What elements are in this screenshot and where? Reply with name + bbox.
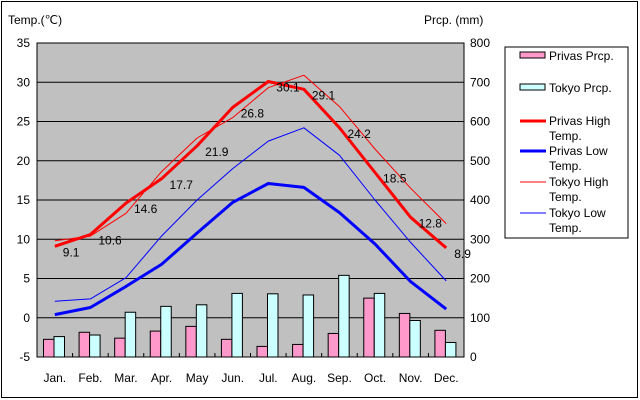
bar-tokyo-prcp [409,319,421,358]
legend-label: Privas High [549,114,610,128]
legend: Privas Prcp.Tokyo Prcp.Privas HighTemp.P… [504,46,629,239]
data-label: 26.8 [241,106,265,120]
bar-privas-prcp [114,337,126,358]
bar-tokyo-prcp [89,334,101,358]
bar-privas-prcp [43,338,55,358]
legend-label: Temp. [549,159,582,173]
legend-swatch [519,51,546,59]
right-tick-label: 0 [470,350,477,364]
data-label: 18.5 [383,172,407,186]
bar-tokyo-prcp [160,305,172,358]
left-axis-title: Temp.(℃) [8,13,62,27]
right-tick-label: 500 [470,154,490,168]
right-tick-label: 700 [470,75,490,89]
month-label: Aug. [292,371,317,385]
line-privas-low-temp [54,182,448,317]
bar-privas-prcp [434,329,446,358]
left-tick-label: 10 [17,232,31,246]
line-privas-high-temp [54,80,448,250]
bar-tokyo-prcp [444,341,457,358]
month-label: Jan. [43,371,66,385]
data-labels: 9.1 10.6 14.6 17.7 21.9 26.8 30.1 29.1 24.2 18.5 1… [63,80,471,260]
legend-box [504,46,629,239]
line-tokyo-high-temp [54,74,447,242]
bar-privas-prcp [185,325,197,358]
legend-label: Temp. [549,221,582,235]
right-tick-label: 300 [470,232,490,246]
line-tokyo-low-temp [54,127,447,302]
bar-privas-prcp [256,345,268,358]
left-tick-label: 5 [23,272,30,286]
left-tick-label: 0 [23,311,30,325]
bar-privas-prcp [78,331,91,358]
data-label: 12.8 [419,216,443,230]
bar-privas-prcp [363,297,375,358]
data-label: 9.1 [63,245,80,259]
right-tick-label: 600 [470,115,490,129]
month-label: Apr. [151,371,172,385]
legend-label: Privas Prcp. [549,49,614,63]
month-label: Oct. [364,371,386,385]
month-label: Mar. [114,371,137,385]
data-label: 10.6 [98,234,122,248]
axes: 35 30 25 20 15 10 5 0 -5 800 700 600 500 400 300 200 100… [17,36,491,385]
data-label: 14.6 [134,202,158,216]
bar-privas-prcp [149,330,162,358]
month-label: Jul. [259,371,278,385]
data-label: 24.2 [347,127,371,141]
bar-privas-prcp [398,312,411,358]
month-label: Sep. [327,371,352,385]
bar-tokyo-prcp [195,304,208,358]
month-label: Dec. [434,371,459,385]
legend-label: Temp. [549,129,582,143]
left-tick-label: 25 [17,115,31,129]
bar-privas-prcp [220,338,233,358]
left-tick-label: 20 [17,154,31,168]
right-axis-title: Prcp. (mm) [424,13,483,27]
legend-label: Tokyo Prcp. [549,81,612,95]
bar-tokyo-prcp [373,292,386,358]
data-label: 8.9 [454,247,471,261]
lines [54,74,448,317]
month-label: Feb. [78,371,102,385]
legend-swatch [519,83,546,91]
gridlines [37,81,464,319]
bar-tokyo-prcp [231,292,243,358]
data-label: 21.9 [205,145,229,159]
bar-tokyo-prcp [338,274,350,358]
left-tick-label: -5 [19,350,30,364]
left-tick-label: 15 [17,193,31,207]
bar-tokyo-prcp [53,336,65,358]
bars [43,274,457,358]
legend-label: Privas Low [549,144,608,158]
month-label: May [186,371,209,385]
legend-label: Tokyo Low [549,206,606,220]
data-label: 17.7 [170,178,194,192]
bar-tokyo-prcp [124,311,137,358]
month-label: Nov. [399,371,423,385]
legend-label: Temp. [549,190,582,204]
legend-label: Tokyo High [549,175,608,189]
right-tick-label: 800 [470,36,490,50]
bar-privas-prcp [292,343,304,358]
month-label: Jun. [221,371,244,385]
bar-tokyo-prcp [267,293,279,358]
right-tick-label: 200 [470,272,490,286]
right-tick-label: 400 [470,193,490,207]
data-label: 29.1 [312,88,336,102]
left-tick-label: 35 [17,36,31,50]
bar-privas-prcp [327,332,340,358]
left-tick-label: 30 [17,75,31,89]
bar-tokyo-prcp [302,294,315,358]
data-label: 30.1 [276,80,300,94]
right-tick-label: 100 [470,311,490,325]
